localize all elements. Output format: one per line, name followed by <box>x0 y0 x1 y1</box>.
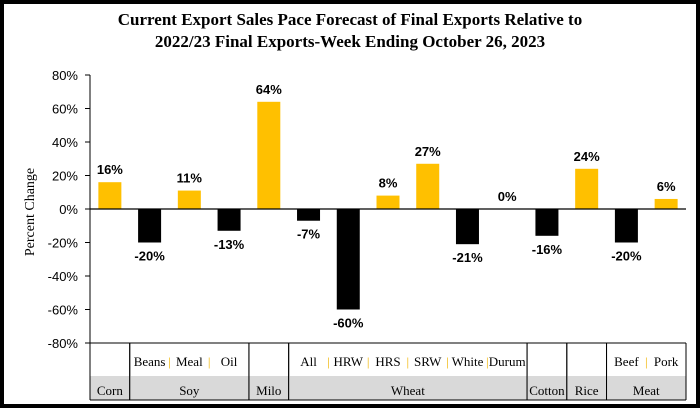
chart-title-line2: 2022/23 Final Exports-Week Ending Octobe… <box>155 32 545 51</box>
data-label: -20% <box>134 249 165 264</box>
data-label: 27% <box>415 144 441 159</box>
subcategory-label: Meal <box>176 354 203 369</box>
bar <box>614 209 638 243</box>
data-label: 6% <box>657 179 676 194</box>
data-label: -20% <box>611 249 642 264</box>
group-band <box>289 376 527 400</box>
group-label: Milo <box>256 383 281 398</box>
bar <box>297 209 321 221</box>
data-label: 16% <box>97 162 123 177</box>
bar <box>257 101 281 209</box>
subcategory-separator: | <box>486 354 489 369</box>
data-label: -16% <box>532 242 563 257</box>
bar <box>416 163 440 209</box>
y-tick-label: 80% <box>52 68 78 83</box>
subcategory-label: Beef <box>614 354 639 369</box>
bar <box>217 209 241 231</box>
y-tick-label: -40% <box>48 269 79 284</box>
group-band <box>567 376 607 400</box>
export-sales-chart: Current Export Sales Pace Forecast of Fi… <box>23 10 687 401</box>
y-tick-label: -60% <box>48 303 79 318</box>
group-label: Meat <box>633 383 660 398</box>
data-label: -13% <box>214 237 245 252</box>
subcategory-label: Durum <box>489 354 526 369</box>
y-axis-label: Percent Change <box>23 168 38 256</box>
y-tick-label: 0% <box>59 202 78 217</box>
bar <box>535 209 559 236</box>
group-band <box>90 376 130 400</box>
bar <box>455 209 479 245</box>
subcategory-separator: | <box>645 354 648 369</box>
bar <box>138 209 162 243</box>
subcategory-separator: | <box>208 354 211 369</box>
group-label: Corn <box>97 383 124 398</box>
group-label: Cotton <box>529 383 565 398</box>
subcategory-label: White <box>452 354 484 369</box>
group-band <box>527 376 567 400</box>
group-label: Soy <box>179 383 200 398</box>
y-tick-label: 40% <box>52 135 78 150</box>
data-label: 8% <box>379 176 398 191</box>
bars <box>90 101 686 310</box>
y-axis: 80% 60% 40% 20% 0% -20% -40% -60% -80% <box>48 68 91 400</box>
group-band <box>249 376 289 400</box>
y-tick-label: -80% <box>48 336 79 351</box>
group-label: Rice <box>575 383 599 398</box>
chart-frame: Current Export Sales Pace Forecast of Fi… <box>4 4 696 404</box>
subcategory-label: All <box>300 354 317 369</box>
y-tick-label: 60% <box>52 102 78 117</box>
group-band <box>130 376 249 400</box>
y-tick-label: 20% <box>52 169 78 184</box>
subcategory-label: Pork <box>654 354 679 369</box>
bar <box>376 195 400 209</box>
subcategory-label: SRW <box>414 354 442 369</box>
data-label: -60% <box>333 316 364 331</box>
bar <box>177 190 201 209</box>
data-label: 11% <box>177 171 203 186</box>
subcategory-label: HRS <box>375 354 400 369</box>
subcategory-label: HRW <box>333 354 363 369</box>
bar <box>575 168 599 209</box>
data-label: 0% <box>498 189 517 204</box>
subcategory-separator: | <box>168 354 171 369</box>
data-label: -7% <box>297 227 321 242</box>
bar <box>336 209 360 310</box>
data-label: -21% <box>452 250 483 265</box>
data-label: 64% <box>256 82 282 97</box>
subcategory-separator: | <box>407 354 410 369</box>
chart-title-line1: Current Export Sales Pace Forecast of Fi… <box>118 10 582 29</box>
data-label: 24% <box>574 149 600 164</box>
bar <box>654 198 678 209</box>
group-band <box>607 376 686 400</box>
subcategory-separator: | <box>446 354 449 369</box>
bar <box>98 182 122 209</box>
subcategory-label: Beans <box>134 354 166 369</box>
subcategory-separator: | <box>367 354 370 369</box>
data-labels: 16% -20% 11% -13% 64% -7% -60% 8% 27% -21% 0% -16% 2… <box>97 82 676 331</box>
subcategory-separator: | <box>327 354 330 369</box>
y-tick-label: -20% <box>48 236 79 251</box>
group-label: Wheat <box>391 383 425 398</box>
subcategory-label: Oil <box>221 354 238 369</box>
